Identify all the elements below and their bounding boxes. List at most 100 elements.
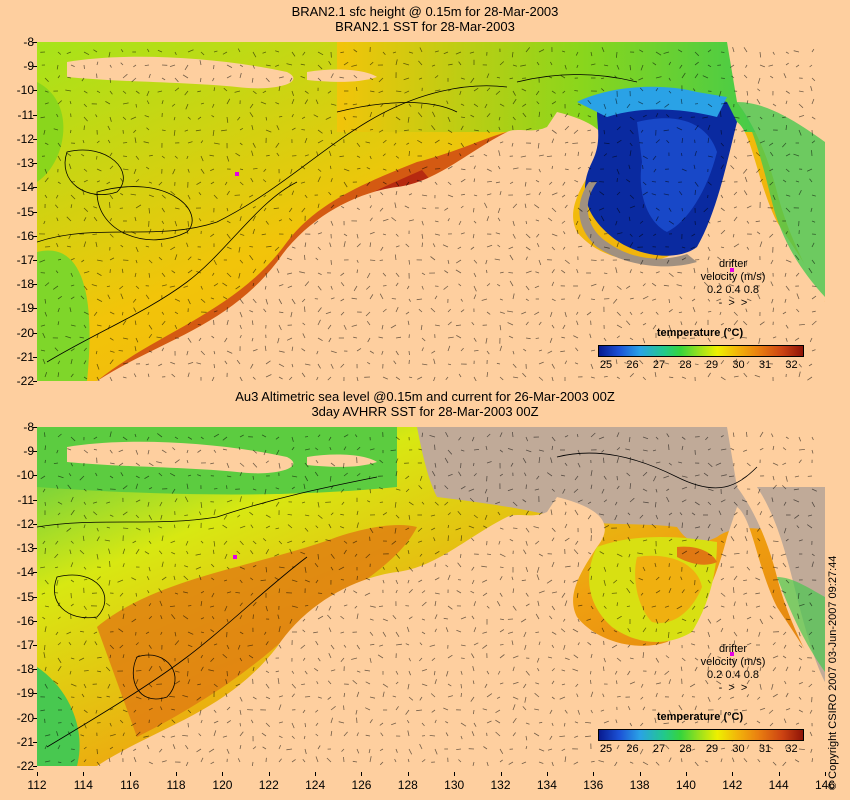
current-arrow xyxy=(642,155,648,160)
current-arrow xyxy=(745,308,748,313)
current-arrow xyxy=(508,335,514,339)
current-arrow xyxy=(288,207,293,213)
current-arrow xyxy=(603,499,608,503)
current-arrow xyxy=(629,269,632,274)
current-arrow xyxy=(262,746,267,750)
current-arrow xyxy=(603,579,606,586)
current-arrow xyxy=(616,311,621,316)
current-arrow xyxy=(521,311,527,315)
current-arrow xyxy=(182,615,189,620)
current-arrow xyxy=(327,614,332,620)
current-arrow xyxy=(250,577,254,581)
current-arrow xyxy=(628,164,631,170)
current-arrow xyxy=(226,98,231,105)
current-arrow xyxy=(200,631,205,634)
current-arrow xyxy=(161,100,164,105)
current-arrow xyxy=(587,641,592,646)
current-arrow xyxy=(772,484,777,490)
current-arrow xyxy=(793,50,800,53)
current-arrow xyxy=(195,129,202,132)
current-arrow xyxy=(417,540,423,543)
current-arrow xyxy=(70,759,75,763)
current-arrow xyxy=(694,563,698,568)
current-arrow xyxy=(289,376,293,381)
current-arrow xyxy=(733,601,736,607)
current-arrow xyxy=(224,605,228,612)
current-arrow xyxy=(525,484,527,490)
current-arrow xyxy=(96,333,99,339)
current-arrow xyxy=(54,592,59,594)
current-arrow xyxy=(330,730,333,737)
current-arrow xyxy=(460,692,462,698)
current-arrow xyxy=(538,748,545,752)
current-arrow xyxy=(330,285,333,290)
current-arrow xyxy=(213,259,217,265)
current-arrow xyxy=(512,167,519,170)
current-arrow xyxy=(433,358,436,365)
current-arrow xyxy=(811,644,815,650)
current-arrow xyxy=(679,64,683,69)
current-arrow xyxy=(237,116,241,121)
current-arrow xyxy=(93,206,98,209)
current-arrow xyxy=(447,473,453,477)
current-arrow xyxy=(70,359,73,365)
current-arrow xyxy=(83,449,89,454)
current-arrow xyxy=(120,193,124,196)
current-arrow xyxy=(668,90,672,94)
current-arrow xyxy=(369,61,374,66)
current-arrow xyxy=(681,589,685,594)
current-arrow xyxy=(83,90,88,94)
current-arrow xyxy=(199,709,202,716)
current-arrow xyxy=(785,125,787,131)
current-arrow xyxy=(394,202,397,209)
current-arrow xyxy=(652,298,657,301)
current-arrow xyxy=(313,631,319,634)
current-arrow xyxy=(538,511,543,516)
current-arrow xyxy=(629,657,634,660)
current-arrow xyxy=(551,631,557,635)
current-arrow xyxy=(576,229,579,235)
current-arrow xyxy=(187,321,191,326)
current-arrow xyxy=(343,434,349,438)
current-arrow xyxy=(768,142,774,146)
current-arrow xyxy=(278,758,282,763)
current-arrow xyxy=(148,333,153,339)
current-arrow xyxy=(707,462,713,468)
current-arrow xyxy=(187,722,189,728)
current-arrow xyxy=(758,337,761,344)
current-arrow xyxy=(769,151,774,157)
current-arrow xyxy=(187,220,189,227)
current-arrow xyxy=(249,255,254,261)
current-arrow xyxy=(302,333,306,339)
current-arrow xyxy=(356,142,361,148)
current-arrow xyxy=(612,298,618,304)
current-arrow xyxy=(616,126,621,131)
current-arrow xyxy=(561,474,566,477)
current-arrow xyxy=(70,603,74,607)
current-arrow xyxy=(586,311,592,316)
current-arrow xyxy=(226,272,232,278)
top-colorbar-label: 32 xyxy=(785,359,798,371)
current-arrow xyxy=(758,553,761,558)
current-arrow xyxy=(200,168,205,174)
current-arrow xyxy=(122,683,125,687)
current-arrow xyxy=(239,540,244,546)
current-arrow xyxy=(236,550,241,555)
current-arrow xyxy=(746,155,752,157)
current-arrow xyxy=(694,721,699,724)
current-arrow xyxy=(614,670,618,675)
current-arrow xyxy=(252,488,257,491)
current-arrow xyxy=(343,644,347,648)
current-arrow xyxy=(290,311,293,318)
current-arrow xyxy=(252,449,257,454)
current-arrow xyxy=(239,471,243,477)
current-arrow xyxy=(265,549,270,555)
current-arrow xyxy=(668,444,670,451)
current-arrow xyxy=(421,501,425,505)
current-arrow xyxy=(681,657,686,662)
bottom-colorbar-label: 28 xyxy=(679,743,692,755)
top-colorbar-label: 31 xyxy=(758,359,772,371)
current-arrow xyxy=(390,449,397,452)
current-arrow xyxy=(668,207,672,212)
current-arrow xyxy=(447,116,451,122)
